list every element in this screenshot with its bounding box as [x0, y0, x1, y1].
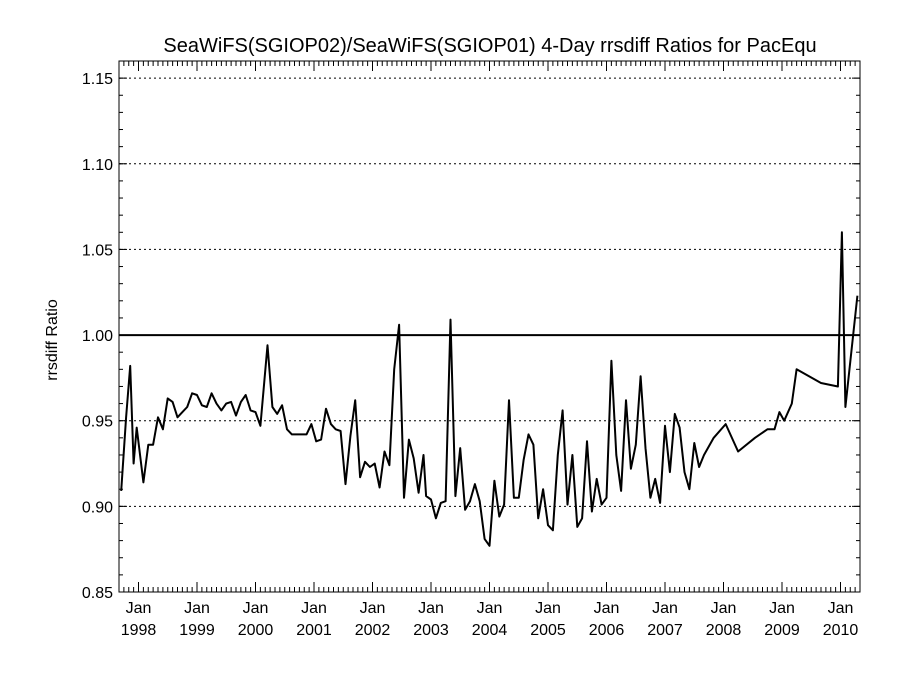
x-tick-label-month: Jan [535, 600, 561, 617]
x-tick-label-month: Jan [594, 600, 620, 617]
x-tick-label-year: 2006 [589, 622, 625, 639]
x-tick-label-month: Jan [301, 600, 327, 617]
y-axis-ticks: 0.85 0.90 0.95 1.00 1.05 1.10 1.15 [82, 60, 860, 602]
x-tick-label-month: Jan [711, 600, 737, 617]
x-tick-label-month: Jan [243, 600, 269, 617]
x-tick-label-year: 2008 [706, 622, 742, 639]
series-line [120, 231, 859, 547]
x-tick-label-month: Jan [477, 600, 503, 617]
x-tick-label-month: Jan [184, 600, 210, 617]
x-tick-label-year: 1998 [121, 622, 157, 639]
x-tick-label-month: Jan [418, 600, 444, 617]
x-tick-label-year: 2009 [764, 622, 800, 639]
y-tick-label: 1.05 [82, 242, 113, 259]
x-tick-label-year: 2002 [355, 622, 391, 639]
x-tick-label-year: 1999 [179, 622, 215, 639]
y-tick-label: 0.85 [82, 585, 113, 602]
chart-title: SeaWiFS(SGIOP02)/SeaWiFS(SGIOP01) 4-Day … [163, 35, 816, 57]
x-tick-label-month: Jan [360, 600, 386, 617]
y-tick-label: 1.10 [82, 157, 113, 174]
x-axis-ticks: Jan 1998 Jan 1999 Jan 2000 Jan 2001 Jan 2002 Jan 20… [118, 61, 861, 639]
y-tick-label: 1.15 [82, 71, 113, 88]
x-tick-label-year: 2005 [530, 622, 566, 639]
x-tick-label-month: Jan [828, 600, 854, 617]
x-tick-label-year: 2010 [823, 622, 859, 639]
x-tick-label-year: 2003 [413, 622, 449, 639]
grid-lines [119, 77, 860, 507]
x-tick-label-year: 2000 [238, 622, 274, 639]
x-tick-label-month: Jan [652, 600, 678, 617]
y-tick-label: 0.90 [82, 499, 113, 516]
y-tick-label: 1.00 [82, 328, 113, 345]
x-tick-label-month: Jan [769, 600, 795, 617]
x-tick-label-year: 2007 [647, 622, 683, 639]
y-tick-label: 0.95 [82, 414, 113, 431]
x-tick-label-year: 2004 [472, 622, 508, 639]
series-layer [120, 231, 859, 547]
plot-frame [118, 60, 861, 593]
y-axis-label: rrsdiff Ratio [44, 299, 61, 381]
x-tick-label-year: 2001 [296, 622, 332, 639]
x-tick-label-month: Jan [126, 600, 152, 617]
